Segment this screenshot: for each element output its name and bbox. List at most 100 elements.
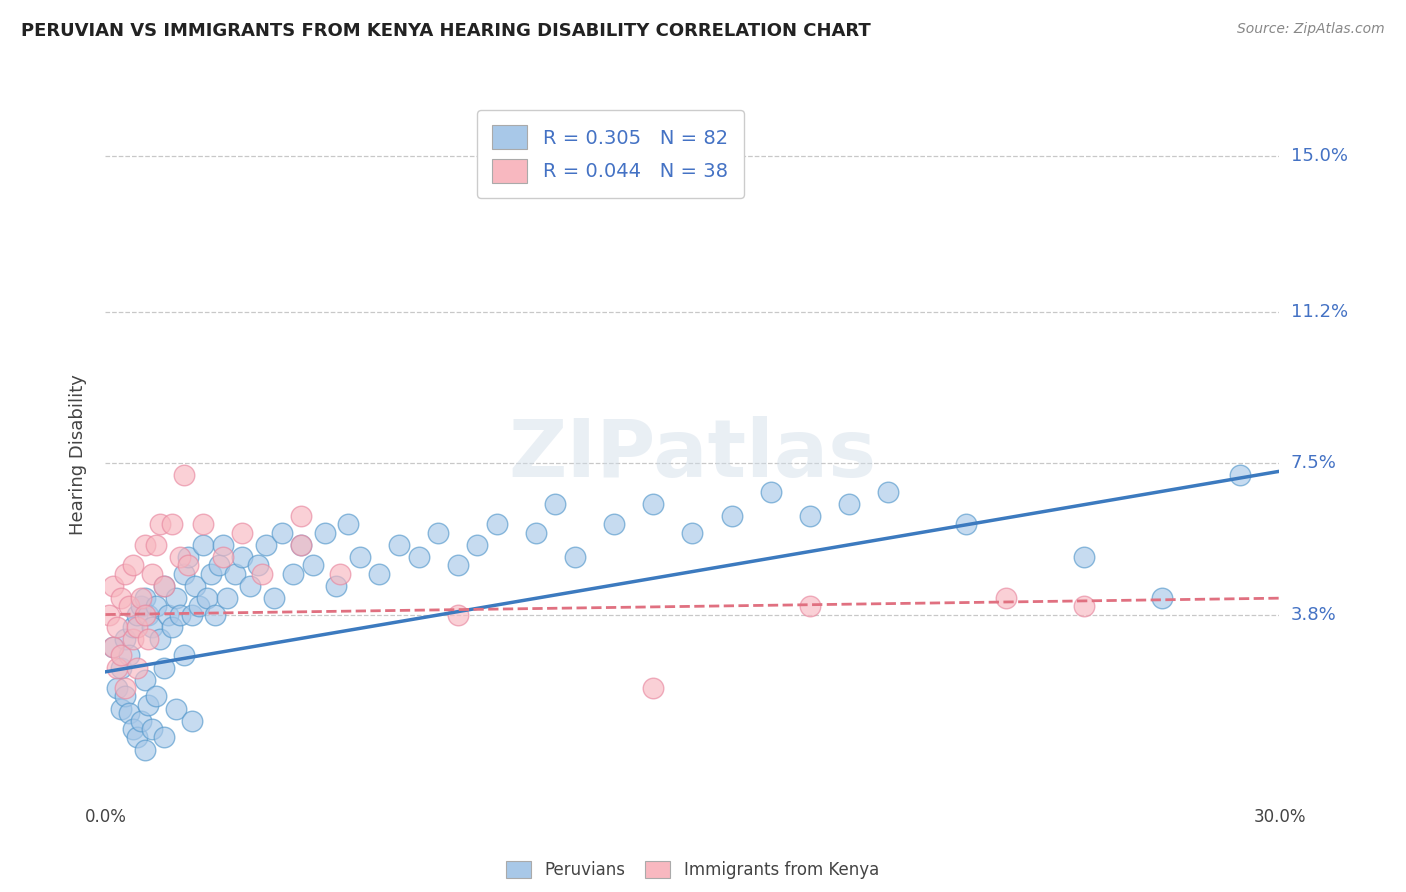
Point [188, 599, 211, 614]
Point [193, 517, 215, 532]
Point [103, 640, 125, 655]
Point [114, 681, 136, 696]
Point [314, 525, 336, 540]
Point [544, 497, 567, 511]
Point [103, 640, 125, 655]
Point [193, 538, 215, 552]
Point [290, 538, 312, 552]
Point [145, 599, 167, 614]
Point [247, 558, 270, 573]
Point [184, 579, 207, 593]
Point [141, 620, 163, 634]
Point [427, 525, 450, 540]
Point [145, 690, 167, 704]
Point [231, 525, 253, 540]
Point [254, 538, 277, 552]
Point [134, 742, 156, 756]
Point [169, 550, 191, 565]
Point [643, 681, 665, 696]
Point [103, 579, 125, 593]
Text: 11.2%: 11.2% [1291, 302, 1348, 321]
Point [208, 558, 231, 573]
Text: ZIPatlas: ZIPatlas [509, 416, 876, 494]
Point [98, 607, 121, 622]
Text: 15.0%: 15.0% [1291, 147, 1347, 165]
Point [224, 566, 246, 581]
Point [118, 706, 141, 720]
Point [263, 591, 285, 606]
Text: PERUVIAN VS IMMIGRANTS FROM KENYA HEARING DISABILITY CORRELATION CHART: PERUVIAN VS IMMIGRANTS FROM KENYA HEARIN… [21, 22, 870, 40]
Point [877, 484, 900, 499]
Point [643, 497, 665, 511]
Point [118, 599, 141, 614]
Point [110, 661, 132, 675]
Legend: Peruvians, Immigrants from Kenya: Peruvians, Immigrants from Kenya [498, 853, 887, 888]
Point [129, 591, 152, 606]
Point [153, 731, 176, 745]
Y-axis label: Hearing Disability: Hearing Disability [69, 375, 87, 535]
Point [169, 607, 191, 622]
Point [105, 681, 128, 696]
Point [446, 607, 468, 622]
Point [681, 525, 703, 540]
Point [329, 566, 352, 581]
Point [153, 579, 176, 593]
Point [283, 566, 305, 581]
Point [215, 591, 238, 606]
Text: 7.5%: 7.5% [1291, 454, 1337, 472]
Point [153, 579, 176, 593]
Point [165, 591, 187, 606]
Point [121, 632, 143, 646]
Point [955, 517, 977, 532]
Point [211, 538, 233, 552]
Point [138, 607, 160, 622]
Point [759, 484, 782, 499]
Point [195, 591, 218, 606]
Point [153, 661, 176, 675]
Point [134, 673, 156, 687]
Text: Source: ZipAtlas.com: Source: ZipAtlas.com [1237, 22, 1385, 37]
Point [149, 632, 172, 646]
Point [204, 607, 226, 622]
Point [200, 566, 222, 581]
Point [129, 599, 152, 614]
Point [134, 607, 156, 622]
Point [1073, 599, 1095, 614]
Point [337, 517, 360, 532]
Point [134, 538, 156, 552]
Point [180, 607, 202, 622]
Point [446, 558, 468, 573]
Point [138, 632, 160, 646]
Point [121, 722, 143, 736]
Point [349, 550, 371, 565]
Point [165, 701, 187, 715]
Point [149, 517, 172, 532]
Point [994, 591, 1017, 606]
Point [564, 550, 586, 565]
Point [114, 690, 136, 704]
Point [160, 620, 183, 634]
Point [176, 550, 198, 565]
Point [160, 517, 183, 532]
Point [838, 497, 860, 511]
Point [603, 517, 626, 532]
Point [325, 579, 347, 593]
Point [408, 550, 430, 565]
Point [799, 509, 821, 524]
Point [118, 648, 141, 663]
Point [173, 648, 195, 663]
Point [1073, 550, 1095, 565]
Point [125, 607, 148, 622]
Text: 3.8%: 3.8% [1291, 606, 1336, 624]
Point [129, 714, 152, 728]
Point [290, 538, 312, 552]
Point [368, 566, 391, 581]
Point [211, 550, 233, 565]
Point [110, 591, 132, 606]
Point [114, 632, 136, 646]
Point [114, 566, 136, 581]
Point [388, 538, 411, 552]
Point [485, 517, 508, 532]
Point [720, 509, 742, 524]
Point [1150, 591, 1173, 606]
